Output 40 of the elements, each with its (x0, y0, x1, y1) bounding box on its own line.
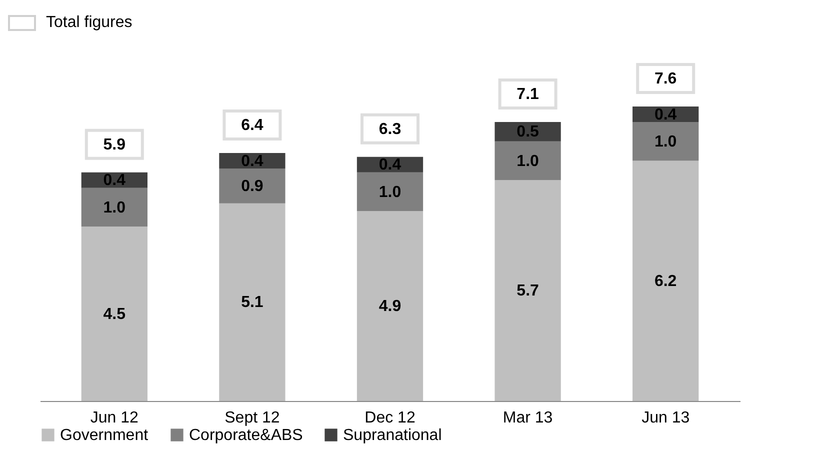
x-tick-label: Mar 13 (502, 410, 553, 426)
data-label: 5.1 (241, 294, 264, 312)
data-label: 0.4 (103, 172, 126, 190)
data-label: 0.4 (241, 152, 264, 170)
data-label: 4.9 (378, 298, 402, 316)
total-label: 7.1 (516, 86, 540, 103)
total-label: 6.4 (241, 117, 264, 134)
data-label: 0.9 (241, 178, 264, 195)
data-label: 1.0 (103, 199, 126, 216)
bar (632, 160, 699, 401)
data-label: 1.0 (654, 133, 677, 150)
total-label: 6.3 (378, 120, 402, 138)
bar (219, 203, 286, 401)
legend-label: Government (60, 427, 149, 444)
bar (356, 172, 424, 212)
data-label: 5.7 (516, 282, 540, 300)
legend-label: Supranational (343, 427, 442, 444)
x-tick-label: Dec 12 (364, 410, 416, 426)
bar (356, 211, 424, 401)
bar (81, 226, 148, 401)
bar (81, 188, 148, 227)
bar (494, 122, 561, 142)
total-label: 7.6 (654, 70, 677, 88)
data-label: 1.0 (516, 152, 540, 170)
x-tick-label: Sept 12 (224, 410, 280, 426)
data-label: 1.0 (378, 184, 402, 201)
data-label: 0.4 (378, 156, 402, 174)
x-tick-label: Jun 13 (642, 410, 690, 426)
data-label: 4.5 (103, 306, 126, 323)
bar (219, 168, 286, 204)
total-label: 5.9 (103, 136, 126, 154)
x-tick-label: Jun 12 (90, 410, 139, 426)
bar (632, 122, 699, 161)
data-label: 6.2 (654, 272, 677, 290)
bar (494, 141, 561, 180)
bar (494, 180, 561, 401)
legend-label: Corporate&ABS (189, 427, 303, 444)
text: Total figures (46, 14, 132, 32)
data-label: 0.4 (654, 106, 677, 124)
data-label: 0.5 (516, 124, 540, 141)
